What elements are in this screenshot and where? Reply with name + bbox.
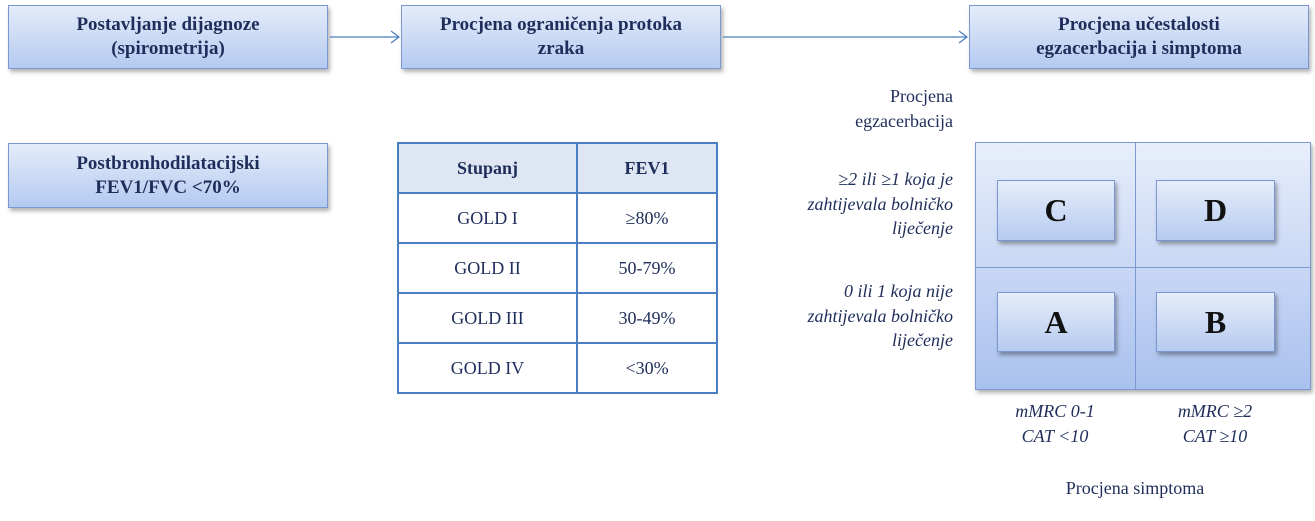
gold-table: Stupanj FEV1 GOLD I ≥80% GOLD II 50-79% GOL… bbox=[396, 142, 718, 394]
text: CAT ≥10 bbox=[1182, 425, 1248, 446]
text: (spirometrija) bbox=[111, 38, 225, 59]
step-box: Procjena učestalosti egzacerbacija i simp… bbox=[969, 5, 1309, 69]
cell: GOLD IV bbox=[396, 342, 579, 394]
text: zraka bbox=[537, 38, 585, 59]
cell: GOLD II bbox=[396, 242, 579, 294]
row: GOLD III 30-49% bbox=[396, 292, 718, 344]
arrow bbox=[723, 30, 968, 44]
cell: GOLD III bbox=[396, 292, 579, 344]
text: FEV1/FVC <70% bbox=[95, 176, 241, 198]
arrows bbox=[330, 30, 968, 44]
text: egzacerbacija i simptoma bbox=[1036, 38, 1242, 59]
row: GOLD IV <30% bbox=[396, 342, 718, 394]
text: mMRC 0-1 bbox=[1015, 401, 1095, 421]
row: GOLD I ≥80% bbox=[396, 192, 718, 244]
text: mMRC ≥2 bbox=[1177, 401, 1253, 421]
cell: GOLD I bbox=[396, 192, 579, 244]
cell: 30-49% bbox=[576, 292, 718, 344]
group-cell: A bbox=[997, 292, 1115, 352]
step-box: Postavljanje dijagnoze (spirometrija) bbox=[8, 5, 328, 69]
text: Procjena ograničenja protoka bbox=[439, 14, 683, 35]
criterion-box: Postbronhodilatacijski FEV1/FVC <70% bbox=[8, 143, 328, 208]
text: zahtijevala bolničko bbox=[807, 305, 953, 326]
x-label: mMRC 0-1 CAT <10 bbox=[975, 399, 1135, 448]
x-title: Procjena simptoma bbox=[1065, 478, 1205, 498]
text: liječenje bbox=[892, 218, 953, 238]
group-cell: D bbox=[1156, 180, 1275, 241]
divider bbox=[976, 267, 1310, 268]
text: CAT <10 bbox=[1021, 425, 1089, 446]
text: zahtijevala bolničko bbox=[807, 193, 953, 214]
step-box: Procjena ograničenja protoka zraka bbox=[401, 5, 721, 69]
cell: <30% bbox=[576, 342, 718, 394]
header-cell: FEV1 bbox=[576, 142, 718, 194]
text: Postavljanje dijagnoze bbox=[76, 14, 260, 35]
text: liječenje bbox=[892, 330, 953, 350]
y-title: Procjena egzacerbacija bbox=[855, 84, 953, 133]
y-label: 0 ili 1 koja nije zahtijevala bolničko lij… bbox=[808, 279, 953, 353]
header-cell: Stupanj bbox=[396, 142, 579, 194]
group-cell: C bbox=[997, 180, 1115, 241]
group-cell: B bbox=[1156, 292, 1275, 352]
arrow bbox=[330, 30, 400, 44]
divider bbox=[1135, 143, 1136, 389]
cell: 50-79% bbox=[576, 242, 718, 294]
text: ≥2 ili ≥1 koja je bbox=[838, 169, 953, 189]
text: Procjena učestalosti bbox=[1058, 14, 1220, 35]
row: GOLD II 50-79% bbox=[396, 242, 718, 294]
text: 0 ili 1 koja nije bbox=[844, 281, 953, 301]
text: Procjena bbox=[890, 86, 953, 106]
text: egzacerbacija bbox=[855, 110, 953, 131]
text: Postbronhodilatacijski bbox=[76, 152, 260, 174]
cell: ≥80% bbox=[576, 192, 718, 244]
header-row: Stupanj FEV1 bbox=[396, 142, 718, 194]
x-label: mMRC ≥2 CAT ≥10 bbox=[1135, 399, 1295, 448]
y-label: ≥2 ili ≥1 koja je zahtijevala bolničko lij… bbox=[808, 167, 953, 241]
